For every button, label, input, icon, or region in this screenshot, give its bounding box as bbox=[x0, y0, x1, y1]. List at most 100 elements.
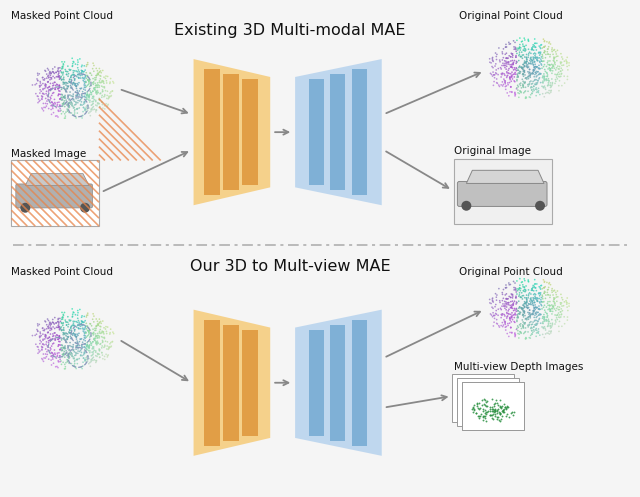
Point bbox=[549, 286, 559, 294]
Point bbox=[54, 95, 65, 103]
Point bbox=[68, 58, 79, 66]
Point bbox=[92, 320, 102, 328]
Point bbox=[85, 76, 95, 84]
Point bbox=[70, 363, 81, 371]
Point bbox=[84, 104, 94, 112]
Point bbox=[95, 353, 105, 361]
Point bbox=[493, 81, 504, 89]
Point bbox=[545, 51, 556, 59]
Point bbox=[98, 67, 108, 75]
Point bbox=[525, 309, 535, 317]
Point bbox=[105, 329, 115, 336]
Point bbox=[531, 295, 541, 303]
Point bbox=[499, 62, 509, 70]
Point bbox=[68, 79, 79, 86]
Point bbox=[506, 53, 516, 61]
Point bbox=[53, 84, 63, 92]
Point bbox=[531, 308, 541, 316]
Point bbox=[516, 48, 527, 56]
Point bbox=[28, 81, 38, 89]
Point bbox=[51, 319, 61, 327]
Point bbox=[65, 351, 76, 359]
Point bbox=[551, 71, 561, 79]
Point bbox=[545, 281, 556, 289]
Point bbox=[35, 332, 45, 340]
Point bbox=[513, 82, 523, 89]
Point bbox=[79, 351, 89, 359]
Bar bbox=[454, 159, 552, 224]
Point bbox=[499, 45, 509, 53]
Point bbox=[68, 330, 79, 337]
Point bbox=[520, 87, 531, 95]
Point bbox=[81, 63, 92, 71]
Point bbox=[486, 71, 497, 79]
Point bbox=[72, 56, 83, 64]
Point bbox=[552, 311, 563, 319]
Point bbox=[524, 322, 534, 330]
Point bbox=[488, 313, 498, 321]
Point bbox=[541, 303, 552, 311]
Point bbox=[73, 349, 83, 357]
Point bbox=[525, 71, 536, 79]
Point bbox=[58, 315, 68, 323]
Point bbox=[35, 82, 45, 89]
Point bbox=[549, 57, 559, 65]
Point bbox=[513, 69, 524, 77]
Point bbox=[63, 107, 73, 115]
Point bbox=[522, 316, 532, 324]
Point bbox=[94, 83, 104, 91]
Point bbox=[73, 58, 83, 66]
Point bbox=[78, 319, 88, 327]
Point bbox=[40, 81, 51, 88]
Point bbox=[523, 328, 533, 336]
Point bbox=[56, 345, 66, 353]
Point bbox=[500, 77, 510, 85]
Point bbox=[81, 328, 91, 336]
Point bbox=[96, 78, 106, 86]
Point bbox=[522, 298, 532, 306]
Point bbox=[46, 320, 56, 328]
Point bbox=[91, 89, 101, 97]
Point bbox=[529, 307, 539, 315]
Point bbox=[520, 46, 531, 54]
Point bbox=[81, 103, 92, 111]
Point bbox=[72, 355, 83, 363]
Point bbox=[536, 296, 546, 304]
Point bbox=[520, 303, 530, 311]
Point bbox=[559, 79, 570, 87]
Point bbox=[91, 108, 101, 116]
Point bbox=[74, 330, 84, 337]
Point bbox=[497, 50, 508, 58]
Point bbox=[528, 318, 538, 326]
Point bbox=[481, 402, 491, 410]
Point bbox=[67, 102, 77, 110]
Point bbox=[506, 63, 516, 71]
Point bbox=[500, 80, 510, 87]
Point bbox=[488, 72, 498, 80]
Point bbox=[534, 64, 544, 72]
Point bbox=[522, 55, 532, 63]
Point bbox=[545, 306, 556, 314]
Point bbox=[57, 58, 67, 66]
Point bbox=[56, 93, 66, 101]
Point bbox=[518, 82, 528, 90]
Point bbox=[533, 68, 543, 76]
Point bbox=[67, 54, 77, 62]
Point bbox=[533, 77, 543, 84]
Point bbox=[523, 73, 533, 81]
Point bbox=[521, 93, 531, 101]
Point bbox=[68, 102, 78, 110]
Point bbox=[556, 50, 566, 58]
Point bbox=[38, 324, 48, 332]
Point bbox=[517, 37, 527, 45]
Point bbox=[55, 352, 65, 360]
Point bbox=[497, 319, 508, 327]
Point bbox=[488, 407, 498, 414]
Point bbox=[496, 65, 506, 73]
Point bbox=[83, 77, 93, 84]
Point bbox=[35, 347, 45, 355]
Point bbox=[52, 331, 63, 339]
Point bbox=[534, 305, 544, 313]
Point bbox=[536, 48, 546, 56]
Point bbox=[59, 97, 69, 105]
